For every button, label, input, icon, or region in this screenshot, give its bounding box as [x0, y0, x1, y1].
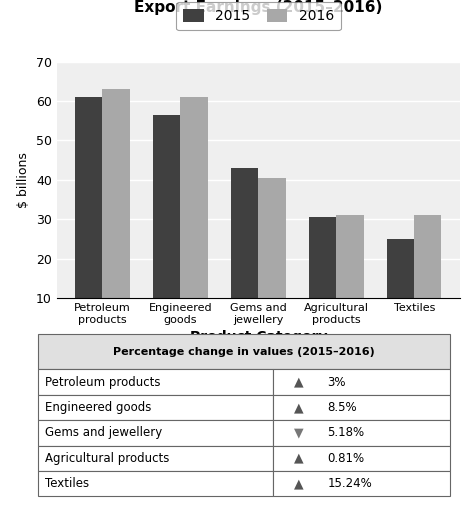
Bar — [387, 239, 414, 338]
Bar — [273, 420, 450, 446]
Text: Textiles: Textiles — [45, 477, 89, 490]
Text: ▲: ▲ — [294, 477, 304, 490]
Text: Percentage change in values (2015–2016): Percentage change in values (2015–2016) — [113, 347, 375, 357]
Bar — [38, 334, 450, 370]
Text: ▲: ▲ — [294, 401, 304, 414]
Legend: 2015, 2016: 2015, 2016 — [176, 3, 341, 30]
Bar — [102, 89, 130, 338]
Text: 15.24%: 15.24% — [328, 477, 372, 490]
Bar — [75, 97, 102, 338]
Text: 8.5%: 8.5% — [328, 401, 357, 414]
Text: Gems and jewellery: Gems and jewellery — [45, 427, 162, 439]
Text: Petroleum products: Petroleum products — [45, 376, 161, 389]
Bar — [38, 370, 273, 395]
Text: 3%: 3% — [328, 376, 346, 389]
Text: 5.18%: 5.18% — [328, 427, 365, 439]
Bar — [273, 446, 450, 471]
Bar — [153, 115, 181, 338]
Text: ▼: ▼ — [294, 427, 304, 439]
X-axis label: Product Category: Product Category — [190, 330, 327, 344]
Text: ▲: ▲ — [294, 452, 304, 465]
Bar — [273, 471, 450, 497]
Bar — [231, 168, 258, 338]
Text: Agricultural products: Agricultural products — [45, 452, 169, 465]
Bar — [336, 215, 364, 338]
Title: Export Earnings (2015–2016): Export Earnings (2015–2016) — [134, 0, 383, 15]
Text: Engineered goods: Engineered goods — [45, 401, 151, 414]
Text: ▲: ▲ — [294, 376, 304, 389]
Text: 0.81%: 0.81% — [328, 452, 365, 465]
Bar — [273, 395, 450, 420]
Bar — [414, 215, 441, 338]
Bar — [181, 97, 208, 338]
Y-axis label: $ billions: $ billions — [18, 152, 30, 208]
Bar — [38, 446, 273, 471]
Bar — [309, 217, 336, 338]
Bar — [273, 370, 450, 395]
Bar — [258, 178, 286, 338]
Bar — [38, 471, 273, 497]
Bar — [38, 395, 273, 420]
Bar — [38, 420, 273, 446]
